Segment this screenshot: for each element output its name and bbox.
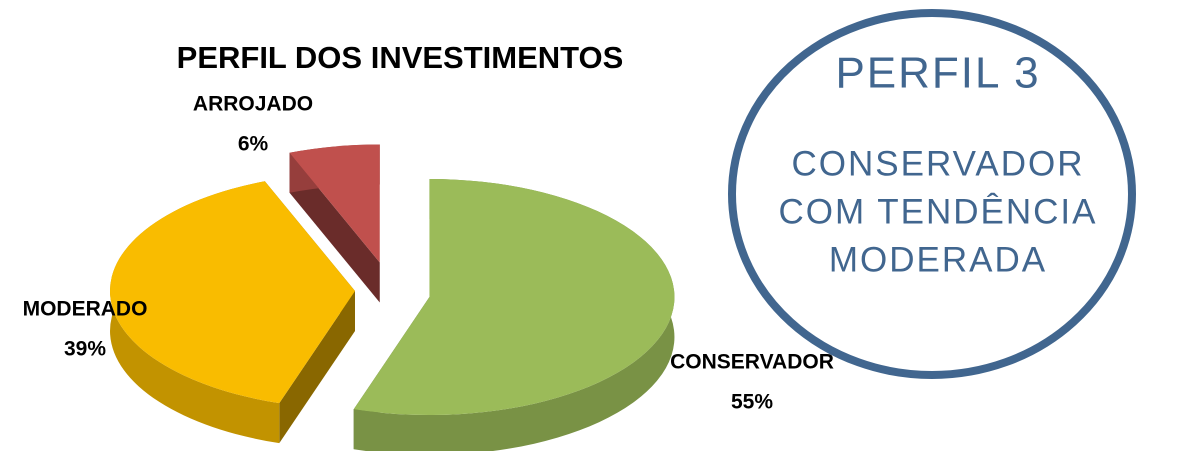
- chart-title: PERFIL DOS INVESTIMENTOS: [177, 40, 624, 75]
- badge-text: COM TENDÊNCIA: [779, 192, 1098, 231]
- pie-slice: [353, 179, 675, 416]
- badge-text: MODERADA: [829, 240, 1047, 279]
- slice-label: MODERADO: [23, 298, 148, 321]
- value-label: 39%: [64, 338, 106, 361]
- value-label: 55%: [731, 391, 773, 414]
- slice-label: ARROJADO: [193, 93, 313, 116]
- value-label: 6%: [238, 133, 269, 156]
- badge-text: CONSERVADOR: [792, 144, 1085, 183]
- pie-slice: [289, 144, 380, 263]
- badge-ellipse: [728, 9, 1136, 379]
- slice-side: [289, 152, 380, 303]
- slice-label: CONSERVADOR: [670, 351, 834, 374]
- badge-text: PERFIL 3: [835, 49, 1040, 98]
- slice-side: [279, 290, 356, 444]
- pie-slice: [110, 181, 356, 404]
